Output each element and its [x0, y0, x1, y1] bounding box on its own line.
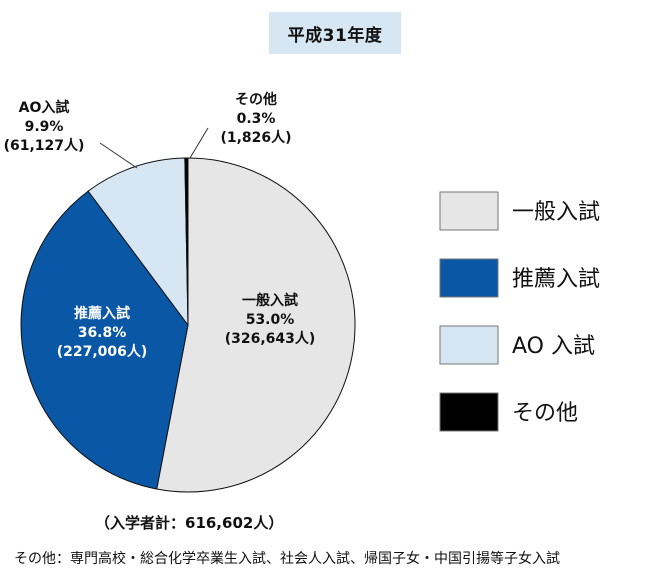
slice-label-name-2: AO入試: [19, 99, 70, 116]
slice-label-percent-label-1: 36.8%: [78, 325, 127, 341]
slice-label-name-0: 一般入試: [242, 292, 298, 309]
slice-label-name-3: その他: [235, 91, 277, 108]
legend-swatch-3: [439, 392, 499, 432]
leader-line-2: [99, 142, 138, 169]
total-label: （入学者計：616,602人）: [95, 514, 284, 532]
legend-swatch-0: [439, 191, 499, 231]
slice-label-percent-label-0: 53.0%: [246, 312, 295, 328]
legend-swatch-2: [439, 325, 499, 365]
slice-label-percent-label-3: 0.3%: [237, 111, 276, 127]
pie-slice-1: [20, 190, 189, 490]
slice-label-count-label-0: (326,643人): [225, 330, 316, 347]
pie-slice-0: [156, 157, 356, 493]
slice-label-count-label-3: (1,826人): [220, 129, 291, 146]
slice-label-count-label-1: (227,006人): [57, 343, 148, 360]
pie-slice-3: [184, 157, 189, 326]
legend-swatch-1: [439, 258, 499, 298]
leader-line-3: [189, 127, 209, 159]
chart-title: 平成31年度: [269, 12, 401, 54]
legend-label-1: 推薦入試: [512, 267, 600, 292]
legend-label-2: AO 入試: [512, 334, 595, 359]
slice-label-name-1: 推薦入試: [74, 305, 130, 322]
pie-slice-2: [87, 157, 189, 327]
slice-label-percent-label-2: 9.9%: [25, 119, 64, 135]
footnote: その他：専門高校・総合化学卒業生入試、社会人入試、帰国子女・中国引揚等子女入試: [14, 551, 560, 567]
legend-label-0: 一般入試: [512, 200, 600, 225]
slice-label-count-label-2: (61,127人): [4, 137, 85, 154]
legend-label-3: その他: [512, 401, 578, 426]
